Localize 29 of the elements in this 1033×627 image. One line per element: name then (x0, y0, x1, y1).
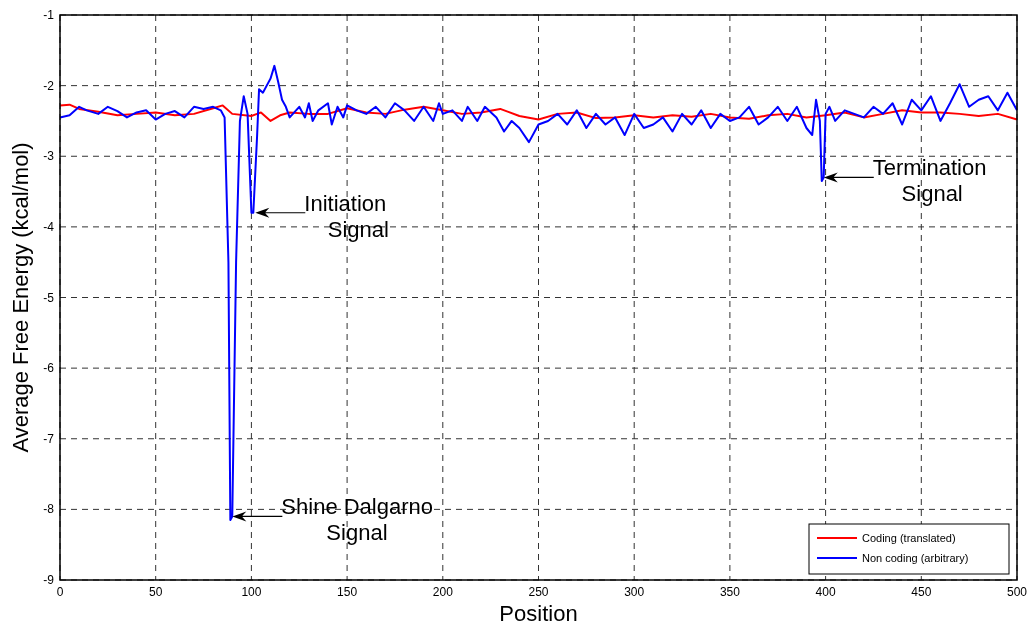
x-tick-label: 150 (337, 585, 358, 599)
x-tick-label: 350 (719, 585, 741, 599)
y-tick-label: -6 (43, 361, 55, 376)
x-axis-title: Position (499, 601, 578, 626)
x-tick-label: 300 (624, 585, 645, 599)
x-tick-label: 50 (149, 585, 163, 599)
y-tick-label: -5 (43, 290, 55, 305)
legend-label: Non coding (arbitrary) (862, 552, 969, 564)
x-tick-label: 500 (1006, 585, 1028, 599)
x-tick-label: 400 (815, 585, 836, 599)
y-tick-label: -9 (43, 573, 55, 587)
line-series (59, 64, 1018, 521)
line-series (59, 103, 1018, 122)
annotation: Termination Signal (872, 155, 987, 207)
y-tick-label: -1 (43, 8, 55, 22)
legend-label: Coding (translated) (862, 532, 956, 544)
annotation: Shine Dalgarno Signal (281, 494, 434, 546)
y-tick-label: -7 (43, 431, 55, 446)
x-tick-label: 100 (241, 585, 262, 599)
y-axis-title: Average Free Energy (kcal/mol) (8, 142, 33, 453)
y-tick-label: -3 (43, 149, 55, 164)
x-tick-label: 450 (911, 585, 932, 599)
x-tick-label: 0 (56, 585, 64, 599)
x-tick-label: 200 (432, 585, 454, 599)
x-tick-label: 250 (528, 585, 549, 599)
y-tick-label: -2 (43, 78, 55, 93)
y-tick-label: -4 (43, 219, 55, 234)
annotation: Initiation Signal (304, 190, 389, 242)
y-tick-label: -8 (43, 502, 55, 517)
